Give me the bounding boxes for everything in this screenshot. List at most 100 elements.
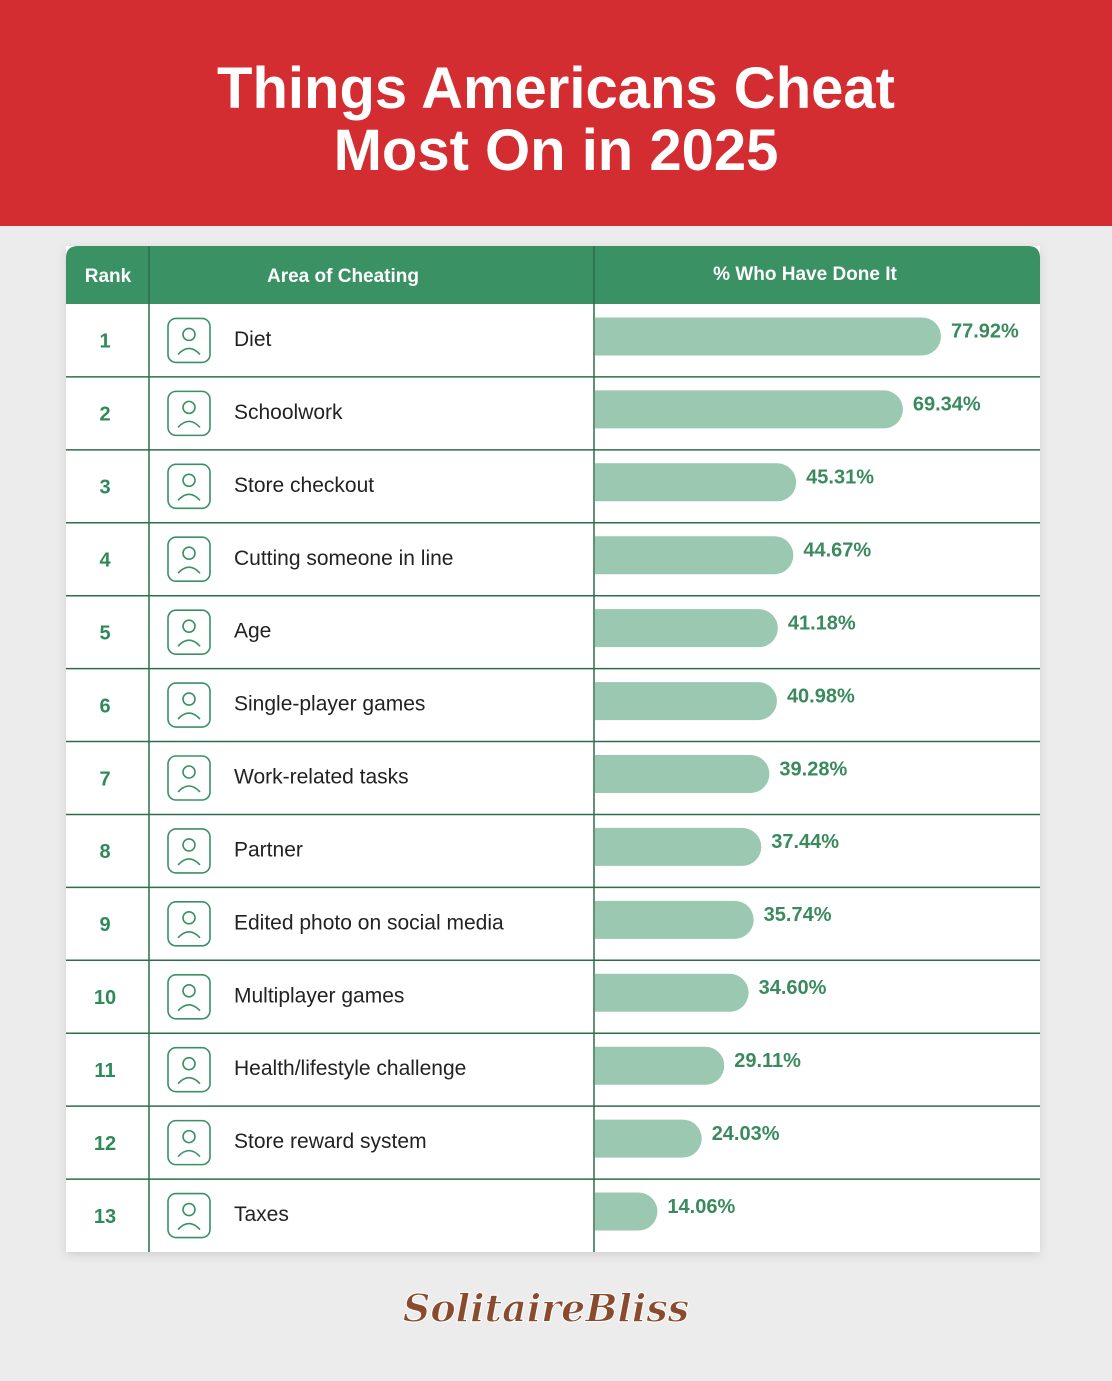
icon	[182, 1056, 196, 1071]
icon	[182, 546, 196, 561]
bar	[595, 317, 941, 356]
icon	[167, 1046, 211, 1093]
rank: 10	[94, 987, 116, 1009]
value-label: 77.92%	[951, 321, 1019, 343]
icon	[177, 639, 201, 647]
rank: 8	[99, 841, 110, 863]
category-label: Health/lifestyle challenge	[234, 1057, 466, 1080]
category-label: Store checkout	[234, 474, 374, 497]
bar	[595, 973, 749, 1012]
category-label: Single-player games	[234, 693, 425, 716]
value-label: 40.98%	[787, 685, 855, 707]
icon	[177, 493, 201, 501]
icon	[177, 712, 201, 720]
value-label: 34.60%	[759, 977, 827, 999]
column-header: Area of Cheating	[267, 266, 419, 287]
category-label: Taxes	[234, 1203, 289, 1226]
icon	[167, 317, 211, 364]
rank: 9	[99, 914, 110, 936]
rank: 3	[99, 477, 110, 499]
bar	[595, 1119, 702, 1158]
value-label: 41.18%	[788, 612, 856, 634]
category-label: Work-related tasks	[234, 766, 409, 789]
icon	[182, 765, 196, 779]
rank: 5	[99, 622, 110, 644]
icon	[182, 400, 196, 415]
icon	[177, 858, 201, 866]
bar	[595, 900, 754, 939]
rank: 11	[94, 1060, 115, 1082]
icon	[167, 609, 211, 655]
rank: 6	[99, 695, 110, 717]
bar	[595, 682, 777, 721]
icon	[182, 1202, 196, 1217]
icon	[182, 838, 196, 852]
value-label: 69.34%	[913, 394, 981, 416]
category-label: Store reward system	[234, 1130, 427, 1153]
value-label: 39.28%	[779, 758, 847, 780]
footer-logo: SolitaireBliss	[403, 1286, 689, 1331]
icon	[167, 1192, 211, 1239]
rank: 7	[99, 768, 110, 790]
icon	[167, 901, 211, 947]
rank: 13	[94, 1206, 116, 1228]
icon	[182, 692, 196, 706]
icon	[177, 1222, 201, 1231]
bar	[595, 536, 794, 575]
category-label: Age	[234, 620, 271, 643]
value-label: 45.31%	[806, 467, 874, 489]
icon	[182, 619, 196, 633]
icon	[177, 1003, 201, 1012]
icon	[182, 983, 196, 998]
chart-title: Things Americans Cheat Most On in 2025	[217, 56, 895, 183]
value-label: 14.06%	[667, 1196, 735, 1218]
rank: 12	[94, 1133, 116, 1155]
icon	[182, 327, 196, 342]
category-label: Partner	[234, 838, 303, 861]
icon	[167, 390, 211, 437]
value-label: 44.67%	[803, 540, 871, 562]
value-label: 24.03%	[712, 1123, 780, 1145]
icon	[177, 1149, 201, 1158]
bar	[595, 390, 903, 429]
table-header	[66, 246, 1040, 304]
icon	[182, 911, 196, 925]
icon	[177, 931, 201, 939]
icon	[167, 463, 211, 510]
bar	[595, 609, 778, 648]
icon	[167, 973, 211, 1020]
icon	[167, 682, 211, 728]
icon	[177, 785, 201, 793]
rank: 4	[99, 550, 111, 572]
header-band: Things Americans Cheat Most On in 2025	[0, 0, 1112, 226]
icon	[182, 1129, 196, 1144]
value-label: 29.11%	[734, 1050, 801, 1072]
icon	[167, 1119, 211, 1166]
value-label: 37.44%	[771, 831, 839, 853]
column-header: Rank	[85, 266, 132, 287]
icon	[177, 1076, 201, 1085]
icon	[182, 473, 196, 488]
rank: 1	[99, 331, 110, 353]
bar	[595, 827, 762, 866]
icon	[167, 755, 211, 801]
rank: 2	[99, 404, 110, 426]
column-header: % Who Have Done It	[713, 264, 897, 285]
category-label: Cutting someone in line	[234, 547, 453, 570]
category-label: Edited photo on social media	[234, 911, 504, 934]
bar	[595, 1192, 658, 1231]
icon	[167, 536, 211, 583]
icon	[167, 828, 211, 874]
bar	[595, 755, 770, 793]
icon	[177, 347, 201, 356]
category-label: Schoolwork	[234, 401, 343, 424]
category-label: Multiplayer games	[234, 984, 404, 1007]
icon	[177, 420, 201, 428]
bar	[595, 463, 797, 502]
icon	[177, 566, 201, 574]
bar	[595, 1046, 725, 1085]
value-label: 35.74%	[764, 904, 832, 926]
category-label: Diet	[234, 328, 272, 351]
